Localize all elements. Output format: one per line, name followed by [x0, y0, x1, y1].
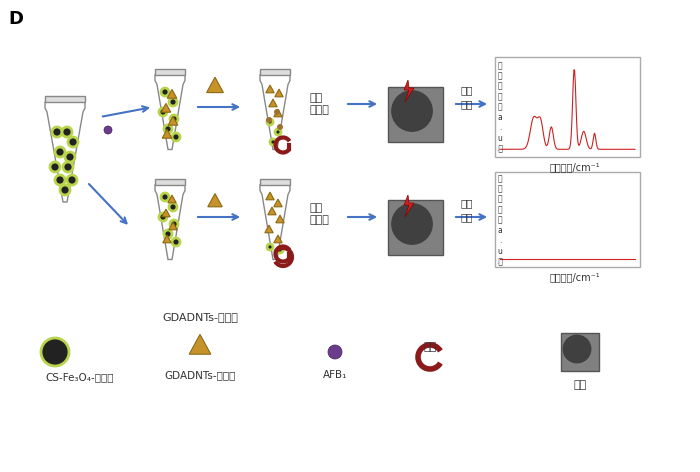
- Circle shape: [68, 137, 78, 147]
- Text: GDADNTs-适配体: GDADNTs-适配体: [164, 370, 236, 380]
- Circle shape: [159, 108, 167, 116]
- Text: GDADNTs-适配体: GDADNTs-适配体: [162, 312, 238, 322]
- Circle shape: [159, 213, 167, 221]
- Circle shape: [161, 88, 169, 96]
- Circle shape: [65, 152, 75, 162]
- Text: 沉淀
重分布: 沉淀 重分布: [310, 93, 330, 115]
- Bar: [260, 178, 290, 185]
- Bar: [155, 68, 185, 75]
- Text: 拉曼位移/cm⁻¹: 拉曼位移/cm⁻¹: [550, 162, 601, 172]
- Circle shape: [170, 220, 178, 228]
- Polygon shape: [269, 99, 277, 107]
- Circle shape: [67, 175, 77, 185]
- Circle shape: [563, 335, 592, 363]
- Polygon shape: [265, 225, 273, 233]
- Circle shape: [164, 125, 172, 133]
- Polygon shape: [268, 207, 277, 215]
- Text: 沉淀
重分布: 沉淀 重分布: [310, 203, 330, 225]
- Circle shape: [266, 117, 272, 123]
- Polygon shape: [161, 103, 171, 112]
- Polygon shape: [45, 102, 85, 202]
- Text: 硅片: 硅片: [573, 380, 587, 390]
- Polygon shape: [155, 185, 185, 260]
- Circle shape: [62, 127, 72, 137]
- Circle shape: [274, 109, 280, 115]
- Circle shape: [277, 247, 283, 253]
- Circle shape: [41, 338, 69, 366]
- Circle shape: [52, 127, 62, 137]
- Circle shape: [391, 90, 433, 132]
- Bar: [388, 86, 442, 142]
- Polygon shape: [168, 195, 176, 203]
- Polygon shape: [162, 129, 172, 138]
- Polygon shape: [275, 89, 284, 97]
- Text: CS-Fe₃O₄-适配体: CS-Fe₃O₄-适配体: [46, 372, 114, 382]
- Polygon shape: [266, 85, 274, 93]
- Polygon shape: [266, 192, 274, 200]
- Polygon shape: [167, 89, 177, 98]
- Bar: [155, 178, 185, 185]
- Polygon shape: [189, 334, 211, 354]
- Polygon shape: [155, 75, 185, 150]
- Circle shape: [50, 162, 60, 172]
- Polygon shape: [260, 185, 290, 260]
- Circle shape: [60, 185, 70, 195]
- Polygon shape: [260, 75, 290, 150]
- Circle shape: [169, 203, 177, 211]
- Circle shape: [391, 203, 433, 245]
- Circle shape: [275, 129, 281, 135]
- Circle shape: [63, 162, 73, 172]
- Circle shape: [161, 193, 169, 201]
- Circle shape: [55, 175, 65, 185]
- Circle shape: [164, 230, 172, 238]
- Polygon shape: [162, 209, 170, 217]
- Polygon shape: [274, 109, 282, 117]
- Bar: [495, 57, 640, 157]
- Bar: [495, 172, 640, 267]
- Text: 拉曼位移/cm⁻¹: 拉曼位移/cm⁻¹: [550, 272, 601, 282]
- Circle shape: [172, 133, 180, 141]
- Circle shape: [104, 126, 112, 134]
- Circle shape: [170, 115, 178, 123]
- Bar: [260, 68, 290, 75]
- Polygon shape: [274, 199, 282, 207]
- Text: 拉
曼
强
度
（
a
.
u
.）: 拉 曼 强 度 （ a . u .）: [496, 61, 503, 153]
- Circle shape: [172, 238, 180, 246]
- Polygon shape: [274, 235, 282, 243]
- Polygon shape: [208, 194, 222, 207]
- Polygon shape: [168, 117, 178, 125]
- Polygon shape: [169, 222, 177, 230]
- Bar: [45, 96, 85, 102]
- Text: 拉
曼
强
度
（
a
.
u
.）: 拉 曼 强 度 （ a . u .）: [496, 174, 503, 266]
- Circle shape: [267, 244, 273, 250]
- Text: D: D: [8, 10, 23, 28]
- Bar: [388, 200, 442, 254]
- Text: 拉曼
信号: 拉曼 信号: [461, 85, 473, 109]
- Circle shape: [267, 119, 273, 125]
- Polygon shape: [163, 235, 172, 243]
- Polygon shape: [404, 80, 414, 102]
- Polygon shape: [404, 195, 414, 217]
- Text: 拉曼
信号: 拉曼 信号: [461, 198, 473, 222]
- Circle shape: [169, 98, 177, 106]
- Polygon shape: [276, 215, 284, 223]
- Circle shape: [277, 124, 283, 130]
- Text: 磁铁: 磁铁: [424, 342, 437, 352]
- Bar: [561, 333, 599, 371]
- Circle shape: [270, 139, 276, 145]
- Text: AFB₁: AFB₁: [323, 370, 347, 380]
- Circle shape: [55, 147, 65, 157]
- Circle shape: [328, 345, 342, 359]
- Polygon shape: [206, 77, 223, 93]
